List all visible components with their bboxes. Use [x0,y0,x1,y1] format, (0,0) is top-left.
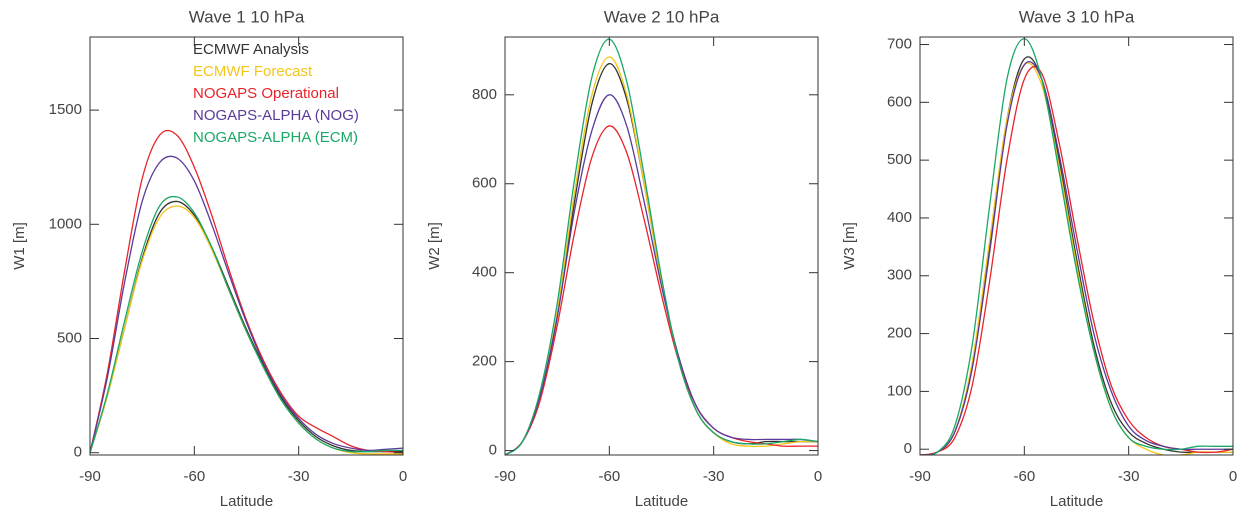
x-tick-label: -30 [1118,468,1140,485]
y-axis-label: W3 [m] [841,222,858,270]
y-tick-label: 500 [57,329,82,346]
y-tick-label: 1500 [49,101,82,118]
y-tick-label: 200 [887,325,912,342]
x-tick-label: -90 [494,468,516,485]
y-tick-label: 0 [904,440,912,457]
y-tick-label: 400 [887,209,912,226]
series-line [90,155,403,453]
x-tick-label: 0 [1229,468,1237,485]
panel-title: Wave 3 10 hPa [1019,7,1135,26]
y-tick-label: 100 [887,382,912,399]
y-tick-label: 600 [472,175,497,192]
y-axis-label: W2 [m] [426,222,443,270]
y-tick-label: 200 [472,353,497,370]
y-tick-label: 700 [887,35,912,52]
legend-entry: ECMWF Forecast [193,63,313,80]
series-line [90,200,403,453]
panel-title: Wave 1 10 hPa [189,7,305,26]
y-tick-label: 600 [887,93,912,110]
panel: Wave 3 10 hPa Latitude W3 [m] -90 -60 -30 0 0 10… [841,7,1237,509]
x-tick-label: -60 [183,468,205,485]
legend-entry: ECMWF Analysis [193,41,309,58]
series-line [920,62,1233,455]
x-axis-label: Latitude [220,493,273,510]
x-tick-label: -60 [1013,468,1035,485]
y-tick-label: 1000 [49,215,82,232]
series-line [505,63,818,455]
series-line [505,38,818,455]
x-tick-label: -30 [703,468,725,485]
series-line [505,125,818,455]
x-tick-label: 0 [399,468,407,485]
series-line [920,56,1233,455]
plot-frame [919,36,1234,456]
y-tick-label: 400 [472,264,497,281]
series-line [505,56,818,455]
x-tick-label: -90 [79,468,101,485]
legend-entry: NOGAPS-ALPHA (NOG) [193,107,359,124]
y-tick-label: 0 [489,442,497,459]
x-tick-label: -90 [909,468,931,485]
x-axis-label: Latitude [1050,493,1103,510]
series-line [90,195,403,453]
y-axis-label: W1 [m] [11,222,28,270]
legend-entry: NOGAPS Operational [193,85,339,102]
legend-entry: NOGAPS-ALPHA (ECM) [193,129,358,146]
x-tick-label: -60 [598,468,620,485]
panel: Wave 1 10 hPa Latitude W1 [m] -90 -60 -30 0 0 50… [11,7,407,509]
y-tick-label: 300 [887,267,912,284]
series-line [90,129,403,454]
x-tick-label: -30 [288,468,310,485]
series-line [505,94,818,455]
y-tick-label: 0 [74,444,82,461]
series-line [920,38,1233,455]
x-axis-label: Latitude [635,493,688,510]
x-tick-label: 0 [814,468,822,485]
plot-frame [504,36,819,456]
panel-title: Wave 2 10 hPa [604,7,720,26]
y-tick-label: 800 [472,86,497,103]
panel: Wave 2 10 hPa Latitude W2 [m] -90 -60 -30 0 0 20… [426,7,822,509]
plot-frame [89,36,404,456]
y-tick-label: 500 [887,151,912,168]
